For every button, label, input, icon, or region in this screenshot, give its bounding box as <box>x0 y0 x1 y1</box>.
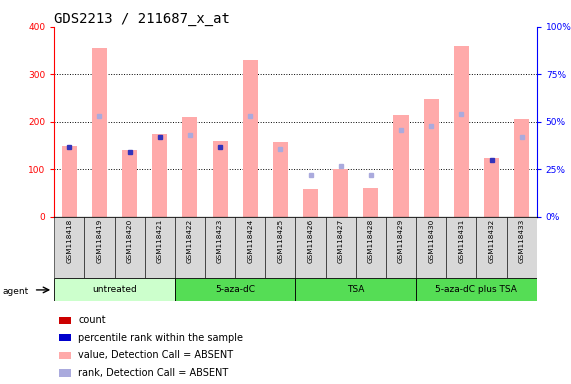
Text: percentile rank within the sample: percentile rank within the sample <box>78 333 243 343</box>
Text: untreated: untreated <box>92 285 137 295</box>
Bar <box>506 217 537 278</box>
Bar <box>416 278 537 301</box>
Bar <box>59 369 71 376</box>
Text: GDS2213 / 211687_x_at: GDS2213 / 211687_x_at <box>54 12 230 26</box>
Bar <box>205 217 235 278</box>
Text: GSM118431: GSM118431 <box>459 219 464 263</box>
Bar <box>514 119 529 217</box>
Text: GSM118426: GSM118426 <box>308 219 313 263</box>
Bar <box>266 217 296 278</box>
Bar <box>447 217 476 278</box>
Text: GSM118422: GSM118422 <box>187 219 193 263</box>
Bar <box>424 99 439 217</box>
Text: rank, Detection Call = ABSENT: rank, Detection Call = ABSENT <box>78 368 228 378</box>
Bar <box>182 117 198 217</box>
Text: GSM118428: GSM118428 <box>368 219 374 263</box>
Bar <box>454 46 469 217</box>
Bar <box>303 189 318 217</box>
Bar <box>59 352 71 359</box>
Text: GSM118432: GSM118432 <box>489 219 494 263</box>
Text: 5-aza-dC: 5-aza-dC <box>215 285 255 295</box>
Text: GSM118427: GSM118427 <box>337 219 344 263</box>
Bar <box>476 217 506 278</box>
Bar <box>115 217 144 278</box>
Text: 5-aza-dC plus TSA: 5-aza-dC plus TSA <box>436 285 517 295</box>
Text: GSM118425: GSM118425 <box>278 219 283 263</box>
Text: GSM118429: GSM118429 <box>398 219 404 263</box>
Text: GSM118418: GSM118418 <box>66 219 73 263</box>
Text: GSM118420: GSM118420 <box>127 219 132 263</box>
Bar <box>484 157 499 217</box>
Text: GSM118430: GSM118430 <box>428 219 434 263</box>
Bar <box>363 189 379 217</box>
Bar <box>92 48 107 217</box>
Bar <box>85 217 115 278</box>
Bar <box>356 217 386 278</box>
Bar <box>175 278 296 301</box>
Text: GSM118424: GSM118424 <box>247 219 254 263</box>
Bar <box>59 317 71 324</box>
Text: agent: agent <box>3 286 29 296</box>
Text: GSM118423: GSM118423 <box>217 219 223 263</box>
Bar <box>296 278 416 301</box>
Bar <box>393 115 409 217</box>
Bar <box>54 217 85 278</box>
Text: value, Detection Call = ABSENT: value, Detection Call = ABSENT <box>78 350 234 360</box>
Bar <box>54 278 175 301</box>
Bar <box>333 169 348 217</box>
Text: GSM118421: GSM118421 <box>157 219 163 263</box>
Bar <box>386 217 416 278</box>
Bar <box>273 142 288 217</box>
Bar <box>62 146 77 217</box>
Bar <box>243 60 258 217</box>
Text: TSA: TSA <box>347 285 364 295</box>
Bar <box>144 217 175 278</box>
Bar <box>296 217 325 278</box>
Text: GSM118419: GSM118419 <box>96 219 102 263</box>
Bar <box>152 134 167 217</box>
Text: GSM118433: GSM118433 <box>518 219 525 263</box>
Bar <box>175 217 205 278</box>
Bar <box>122 151 137 217</box>
Bar <box>325 217 356 278</box>
Bar <box>235 217 266 278</box>
Bar <box>416 217 447 278</box>
Bar <box>59 334 71 341</box>
Bar <box>212 141 228 217</box>
Text: count: count <box>78 315 106 325</box>
